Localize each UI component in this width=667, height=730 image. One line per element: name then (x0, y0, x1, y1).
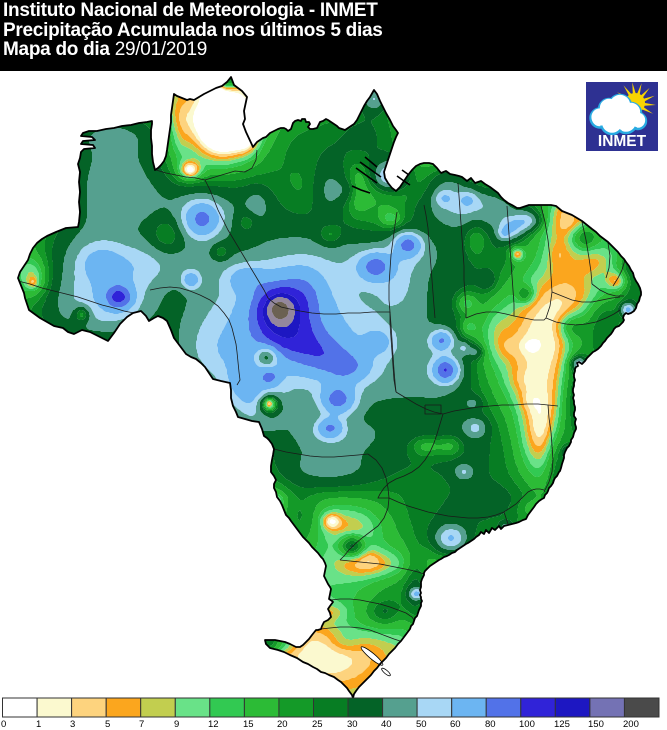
svg-text:INMET: INMET (598, 133, 647, 150)
svg-text:7: 7 (139, 719, 144, 730)
svg-text:5: 5 (105, 719, 110, 730)
svg-text:9: 9 (174, 719, 179, 730)
svg-text:40: 40 (381, 719, 392, 730)
svg-text:20: 20 (277, 719, 288, 730)
svg-text:60: 60 (450, 719, 461, 730)
svg-text:30: 30 (347, 719, 358, 730)
svg-text:15: 15 (243, 719, 254, 730)
svg-text:150: 150 (588, 719, 604, 730)
svg-text:125: 125 (554, 719, 570, 730)
svg-text:1: 1 (36, 719, 41, 730)
svg-text:25: 25 (312, 719, 323, 730)
svg-text:100: 100 (519, 719, 535, 730)
svg-text:50: 50 (416, 719, 427, 730)
svg-text:80: 80 (485, 719, 496, 730)
svg-text:0: 0 (1, 719, 6, 730)
svg-text:200: 200 (623, 719, 639, 730)
svg-text:3: 3 (70, 719, 75, 730)
svg-text:12: 12 (208, 719, 219, 730)
